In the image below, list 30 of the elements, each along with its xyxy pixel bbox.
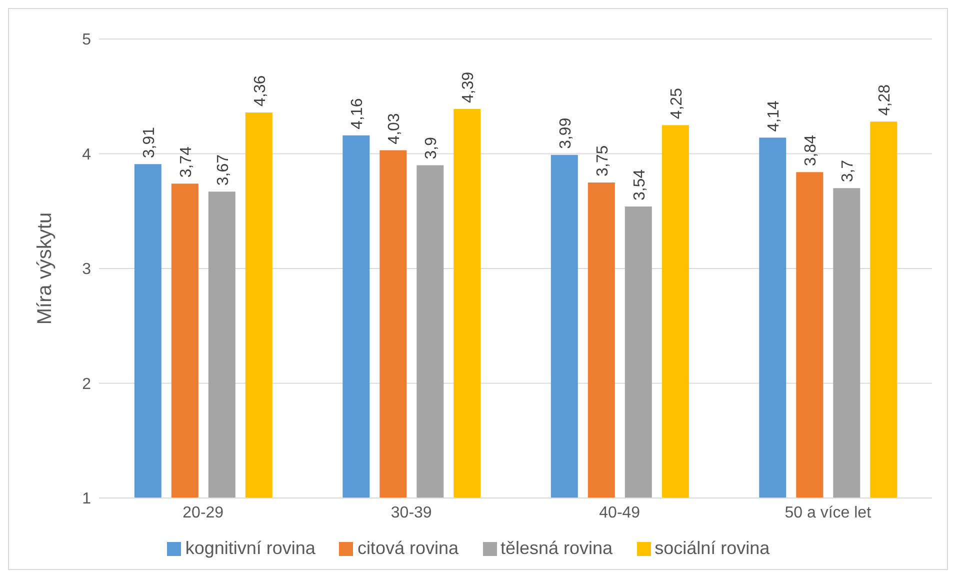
data-label: 4,14: [766, 100, 783, 132]
legend-label: kognitivní rovina: [185, 538, 316, 558]
data-label: 3,99: [557, 118, 574, 149]
data-label: 3,54: [631, 169, 648, 201]
data-label: 4,25: [668, 88, 686, 120]
data-label: 4,16: [349, 98, 366, 130]
data-label: 4,03: [386, 113, 404, 144]
data-label: 4,36: [252, 75, 269, 106]
legend-label: tělesná rovina: [500, 538, 613, 558]
data-label: 3,74: [178, 146, 195, 178]
data-label: 3,7: [840, 160, 857, 182]
y-tick-label: 2: [82, 376, 92, 393]
x-tick-label: 30-39: [390, 504, 432, 522]
data-label: 4,39: [460, 72, 478, 103]
data-label: 3,67: [214, 154, 232, 186]
data-label: 3,75: [594, 145, 612, 176]
data-label: 3,91: [140, 126, 158, 158]
y-tick-label: 3: [82, 261, 92, 278]
legend-label: citová rovina: [357, 538, 458, 558]
y-tick-label: 5: [82, 32, 92, 49]
data-label: 3,84: [802, 134, 820, 166]
x-tick-label: 40-49: [599, 504, 640, 522]
data-label: 3,9: [423, 136, 440, 160]
x-tick-label: 20-29: [182, 504, 224, 522]
data-label: 4,28: [876, 84, 894, 116]
y-axis-title: Míra výskytu: [34, 212, 56, 325]
y-tick-label: 1: [82, 490, 92, 508]
x-tick-label: 50 a více let: [784, 504, 872, 522]
legend-label: sociální rovina: [654, 538, 770, 558]
y-tick-label: 4: [82, 146, 92, 164]
